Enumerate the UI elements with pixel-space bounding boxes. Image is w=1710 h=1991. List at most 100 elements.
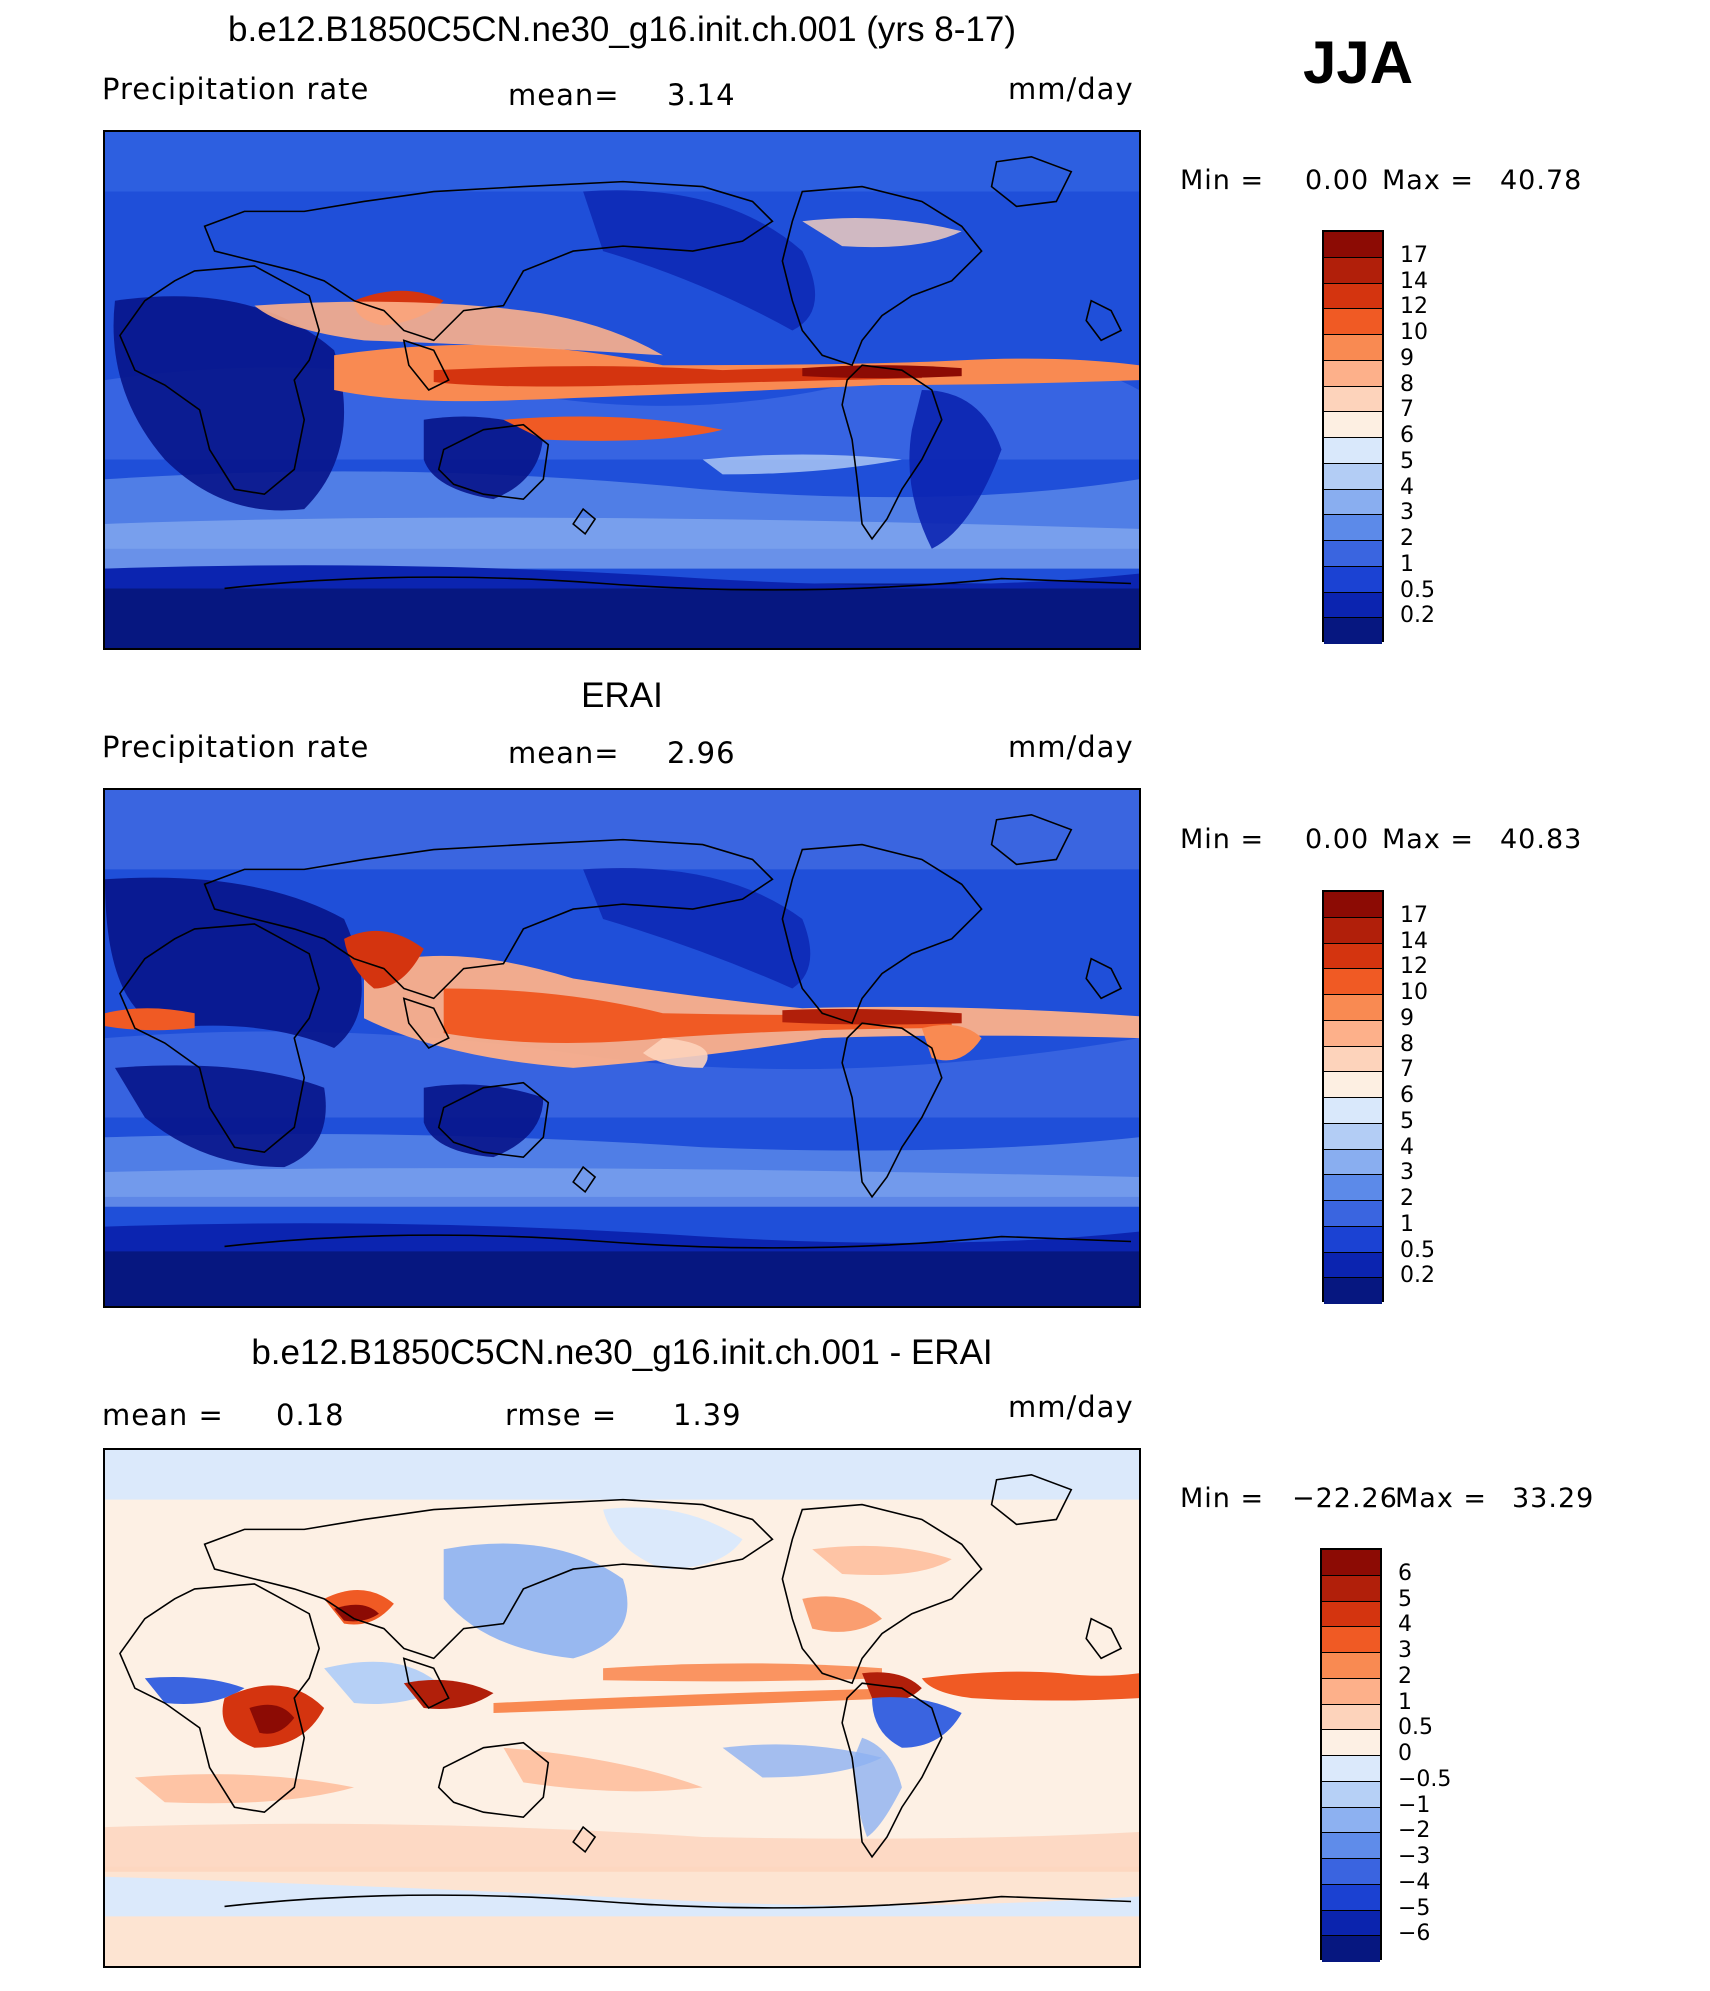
colorbar-swatch: [1322, 1627, 1380, 1653]
panel-2-max-label: Max =: [1382, 824, 1475, 855]
colorbar-swatch: [1322, 1678, 1380, 1705]
colorbar-tick-label: 0.5: [1400, 577, 1435, 603]
panel-1-map-svg: [105, 132, 1139, 648]
colorbar-tick-label: 12: [1400, 954, 1428, 980]
colorbar-swatch: [1324, 917, 1382, 944]
colorbar-swatch: [1324, 257, 1382, 284]
panel-2-max-value: 40.83: [1500, 824, 1583, 855]
colorbar-tick-label: 1: [1400, 551, 1414, 577]
colorbar-tick-label: 0.5: [1398, 1715, 1433, 1741]
panel-1-min-label: Min =: [1180, 165, 1265, 196]
colorbar-swatch: [1324, 1098, 1382, 1124]
colorbar-swatch: [1324, 360, 1382, 387]
colorbar-tick-label: −4: [1398, 1869, 1431, 1895]
colorbar-tick-label: 10: [1400, 320, 1428, 345]
colorbar-swatch: [1324, 1226, 1382, 1253]
panel-2-mean-value: 2.96: [667, 736, 736, 770]
colorbar-swatch: [1322, 1807, 1380, 1834]
colorbar-swatch: [1322, 1575, 1380, 1602]
colorbar-tick-label: 17: [1400, 242, 1428, 268]
colorbar-tick-label: 6: [1400, 423, 1414, 448]
colorbar-swatch: [1324, 1123, 1382, 1150]
colorbar-swatch: [1324, 969, 1382, 995]
colorbar-swatch: [1324, 1046, 1382, 1073]
colorbar-swatch: [1324, 1201, 1382, 1227]
colorbar-swatch: [1324, 309, 1382, 335]
colorbar-swatch: [1324, 943, 1382, 970]
colorbar-tick-label: −0.5: [1398, 1766, 1452, 1792]
panel-1-mean-label: mean=: [508, 78, 620, 112]
colorbar-tick-label: 9: [1400, 1005, 1414, 1031]
colorbar-swatch: [1324, 283, 1382, 310]
colorbar-tick-label: −6: [1398, 1921, 1431, 1947]
colorbar-tick-label: 0.5: [1400, 1237, 1435, 1263]
colorbar-tick-label: 5: [1400, 448, 1414, 474]
colorbar-swatch: [1324, 1175, 1382, 1201]
panel-2-map-svg: [105, 790, 1139, 1306]
colorbar-swatch: [1322, 1730, 1380, 1756]
colorbar-tick-label: 6: [1400, 1083, 1414, 1108]
colorbar-tick-label: 3: [1398, 1638, 1412, 1663]
colorbar-swatch: [1322, 1704, 1380, 1731]
panel-2-min-label: Min =: [1180, 824, 1265, 855]
colorbar-swatch: [1324, 438, 1382, 464]
colorbar-swatch: [1322, 1781, 1380, 1808]
panel-2-units: mm/day: [1008, 730, 1134, 764]
colorbar-tick-label: 4: [1398, 1612, 1412, 1638]
panel-2-min-value: 0.00: [1305, 824, 1370, 855]
colorbar-tick-label: 8: [1400, 371, 1414, 397]
panel-2-title: ERAI: [581, 676, 663, 715]
panel-1-min-value: 0.00: [1305, 165, 1370, 196]
panel-3-mean-value: 0.18: [276, 1398, 345, 1432]
colorbar-swatch: [1324, 386, 1382, 413]
colorbar-swatch: [1324, 412, 1382, 438]
colorbar-tick-label: 9: [1400, 345, 1414, 371]
colorbar-tick-label: −1: [1398, 1792, 1431, 1818]
colorbar-swatch: [1322, 1936, 1380, 1962]
panel-3-map-svg: [105, 1450, 1139, 1966]
colorbar-swatch: [1322, 1859, 1380, 1885]
colorbar-tick-label: 2: [1398, 1663, 1412, 1689]
panel-3-map: [103, 1448, 1141, 1968]
colorbar-tick-label: −3: [1398, 1844, 1431, 1869]
colorbar-swatch: [1324, 566, 1382, 593]
colorbar-swatch: [1324, 335, 1382, 361]
colorbar-tick-label: 12: [1400, 294, 1428, 320]
colorbar-swatch: [1322, 1833, 1380, 1859]
colorbar-tick-label: 5: [1398, 1586, 1412, 1612]
panel-3-units: mm/day: [1008, 1390, 1134, 1424]
colorbar-tick-label: 0.2: [1400, 1263, 1435, 1289]
colorbar-swatch: [1322, 1756, 1380, 1782]
colorbar-swatch: [1324, 515, 1382, 541]
colorbar-swatch: [1324, 1278, 1382, 1304]
panel-1-max-value: 40.78: [1500, 165, 1583, 196]
panel-1-map: [103, 130, 1141, 650]
panel-3-min-value: −22.26: [1292, 1483, 1398, 1514]
colorbar-tick-label: 1: [1400, 1211, 1414, 1237]
panel-2-map: [103, 788, 1141, 1308]
panel-1-colorbar: [1322, 230, 1384, 644]
colorbar-tick-label: 14: [1400, 268, 1428, 294]
panel-3-max-label: Max =: [1395, 1483, 1488, 1514]
colorbar-swatch: [1322, 1884, 1380, 1911]
colorbar-tick-label: 4: [1400, 1134, 1414, 1160]
panel-1-max-label: Max =: [1382, 165, 1475, 196]
colorbar-tick-label: 0: [1398, 1741, 1412, 1766]
colorbar-tick-label: 4: [1400, 474, 1414, 500]
panel-2-variable-label: Precipitation rate: [102, 730, 370, 764]
colorbar-swatch: [1324, 1149, 1382, 1176]
colorbar-tick-label: 14: [1400, 928, 1428, 954]
colorbar-tick-label: 17: [1400, 902, 1428, 928]
colorbar-swatch: [1324, 1072, 1382, 1098]
colorbar-swatch: [1324, 592, 1382, 619]
colorbar-swatch: [1322, 1653, 1380, 1679]
colorbar-swatch: [1324, 232, 1382, 258]
panel-3-title: b.e12.B1850C5CN.ne30_g16.init.ch.001 - E…: [251, 1333, 993, 1372]
season-label: JJA: [1303, 29, 1414, 96]
panel-3-colorbar: [1320, 1548, 1382, 1962]
colorbar-tick-label: 1: [1398, 1689, 1412, 1715]
colorbar-swatch: [1322, 1550, 1380, 1576]
colorbar-swatch: [1324, 1252, 1382, 1279]
colorbar-tick-label: 5: [1400, 1108, 1414, 1134]
colorbar-swatch: [1324, 892, 1382, 918]
